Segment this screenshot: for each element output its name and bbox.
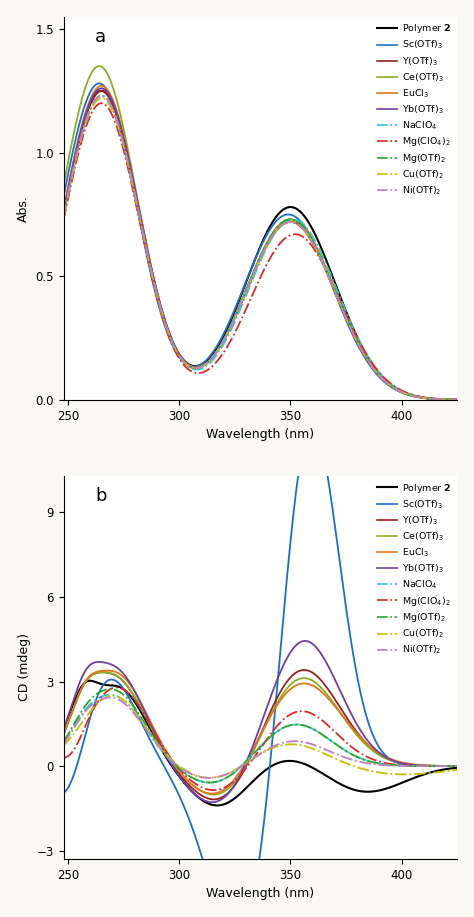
X-axis label: Wavelength (nm): Wavelength (nm) — [206, 428, 315, 441]
X-axis label: Wavelength (nm): Wavelength (nm) — [206, 888, 315, 900]
Y-axis label: Abs.: Abs. — [17, 194, 30, 222]
Text: a: a — [95, 28, 106, 46]
Legend: Polymer $\mathbf{2}$, Sc(OTf)$_3$, Y(OTf)$_3$, Ce(OTf)$_3$, EuCl$_3$, Yb(OTf)$_3: Polymer $\mathbf{2}$, Sc(OTf)$_3$, Y(OTf… — [376, 481, 453, 657]
Y-axis label: CD (mdeg): CD (mdeg) — [18, 634, 31, 702]
Text: b: b — [95, 487, 107, 505]
Legend: Polymer $\mathbf{2}$, Sc(OTf)$_3$, Y(OTf)$_3$, Ce(OTf)$_3$, EuCl$_3$, Yb(OTf)$_3: Polymer $\mathbf{2}$, Sc(OTf)$_3$, Y(OTf… — [376, 21, 453, 198]
